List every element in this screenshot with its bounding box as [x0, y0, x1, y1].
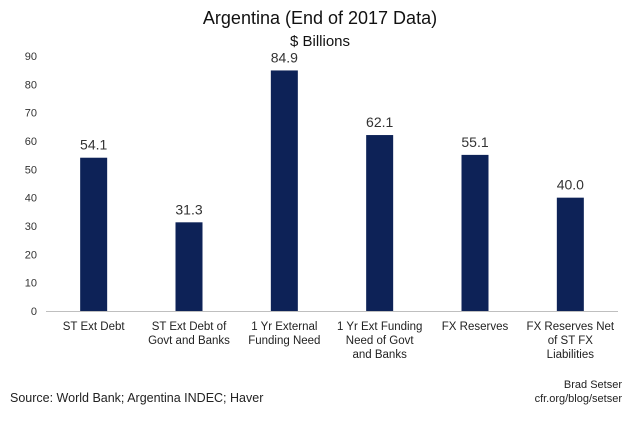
- data-label: 55.1: [461, 134, 488, 150]
- y-tick-label: 50: [25, 164, 37, 176]
- credit-url: cfr.org/blog/setser: [534, 393, 622, 405]
- data-label: 54.1: [80, 137, 107, 153]
- y-tick-label: 10: [25, 278, 37, 290]
- bar: [461, 154, 489, 311]
- bar: [556, 197, 584, 311]
- category-label: ST Ext Debt: [63, 321, 126, 333]
- category-label: 1 Yr Ext Funding Need of Govt and Banks: [337, 321, 422, 361]
- y-tick-label: 20: [25, 249, 37, 261]
- data-label: 40.0: [557, 177, 584, 193]
- data-label: 62.1: [366, 114, 393, 130]
- category-label: ST Ext Debt of Govt and Banks: [148, 321, 230, 347]
- y-tick-label: 40: [25, 193, 37, 205]
- y-tick-label: 80: [25, 79, 37, 91]
- bar: [270, 70, 298, 311]
- bar: [80, 157, 108, 311]
- y-tick-label: 30: [25, 221, 37, 233]
- category-label: FX Reserves: [442, 321, 509, 333]
- y-tick-label: 0: [31, 306, 37, 318]
- data-label: 84.9: [271, 49, 298, 65]
- chart-subtitle: $ Billions: [289, 33, 351, 50]
- bar: [366, 135, 394, 311]
- credit-block: Brad Setser cfr.org/blog/setser: [535, 378, 622, 406]
- credit-name: Brad Setser: [563, 379, 622, 391]
- y-tick-label: 70: [25, 108, 37, 120]
- data-label: 31.3: [175, 201, 202, 217]
- y-tick-label: 60: [25, 136, 37, 148]
- category-label: 1 Yr External Funding Need: [248, 321, 320, 347]
- source-note: Source: World Bank; Argentina INDEC; Hav…: [10, 391, 264, 405]
- category-label: FX Reserves Net of ST FX Liabilities: [527, 321, 615, 361]
- bar: [175, 222, 203, 311]
- y-tick-label: 90: [25, 51, 37, 63]
- chart-title: Argentina (End of 2017 Data): [202, 8, 438, 28]
